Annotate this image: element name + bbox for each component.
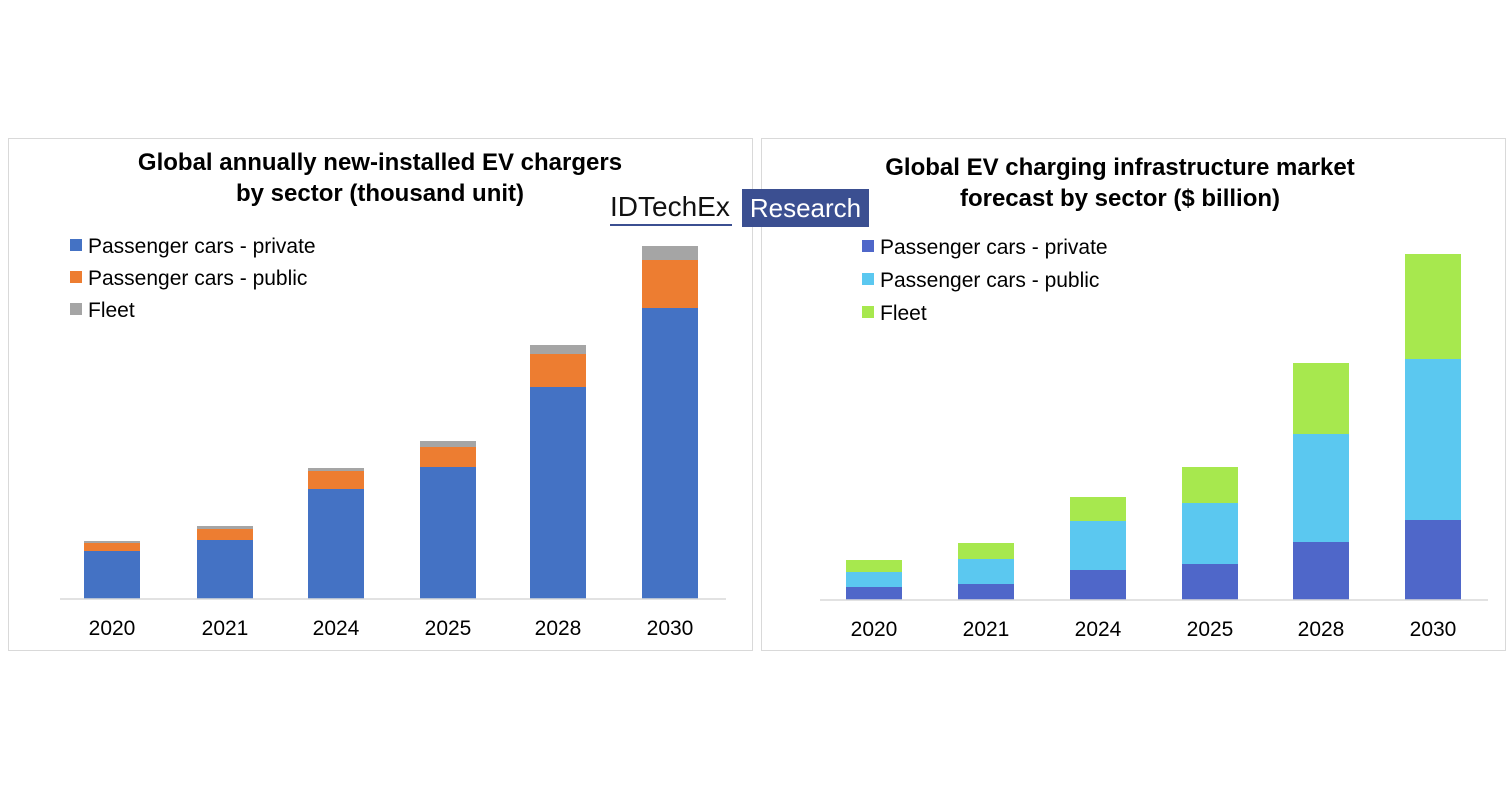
legend-label: Passenger cars - private (88, 235, 316, 258)
x-tick-label: 2030 (1410, 618, 1457, 641)
legend-label: Passenger cars - public (88, 267, 307, 290)
bar-fleet-2020 (846, 560, 902, 572)
bar-passenger-cars-private-2028 (530, 387, 586, 599)
legend-swatch (862, 240, 874, 252)
bar-passenger-cars-public-2024 (308, 471, 364, 489)
legend-label: Fleet (88, 299, 135, 322)
bar-passenger-cars-private-2020 (84, 551, 140, 599)
bar-passenger-cars-private-2024 (308, 489, 364, 599)
bar-fleet-2025 (420, 441, 476, 447)
x-tick-label: 2028 (1298, 618, 1345, 641)
bar-fleet-2021 (958, 543, 1014, 559)
bar-fleet-2030 (642, 246, 698, 260)
bar-passenger-cars-private-2025 (420, 467, 476, 599)
legend-label: Passenger cars - private (880, 236, 1108, 259)
x-tick-label: 2024 (1075, 618, 1122, 641)
bar-fleet-2024 (1070, 497, 1126, 521)
legend-swatch (70, 271, 82, 283)
legend-label: Passenger cars - public (880, 269, 1099, 292)
bar-passenger-cars-private-2021 (197, 540, 253, 599)
bar-passenger-cars-public-2020 (846, 572, 902, 587)
legend-label: Fleet (880, 302, 927, 325)
logo-tag: Research (741, 189, 870, 227)
right-chart-panel (761, 138, 1506, 651)
bar-passenger-cars-public-2021 (958, 559, 1014, 584)
bar-passenger-cars-public-2030 (642, 260, 698, 308)
bar-passenger-cars-public-2020 (84, 543, 140, 551)
bar-passenger-cars-public-2025 (420, 447, 476, 467)
bar-fleet-2030 (1405, 254, 1461, 359)
legend-swatch (70, 303, 82, 315)
bar-passenger-cars-private-2028 (1293, 542, 1349, 600)
bar-passenger-cars-private-2030 (642, 308, 698, 599)
legend-swatch (862, 306, 874, 318)
idtechex-logo: IDTechEx Research (610, 188, 870, 228)
chart-title-line: Global EV charging infrastructure market (885, 154, 1354, 181)
chart-title-line: forecast by sector ($ billion) (960, 185, 1280, 212)
x-tick-label: 2030 (647, 617, 694, 640)
bar-fleet-2028 (530, 345, 586, 354)
bar-passenger-cars-public-2030 (1405, 359, 1461, 520)
bar-fleet-2020 (84, 541, 140, 543)
bar-passenger-cars-public-2028 (530, 354, 586, 387)
x-tick-label: 2025 (425, 617, 472, 640)
bar-passenger-cars-private-2021 (958, 584, 1014, 600)
bar-passenger-cars-private-2025 (1182, 564, 1238, 600)
logo-name: IDTechEx (610, 190, 732, 226)
bar-fleet-2024 (308, 468, 364, 471)
x-tick-label: 2021 (963, 618, 1010, 641)
left-chart-panel (8, 138, 753, 651)
bar-fleet-2025 (1182, 467, 1238, 503)
legend-swatch (70, 239, 82, 251)
bar-passenger-cars-private-2030 (1405, 520, 1461, 600)
x-tick-label: 2020 (89, 617, 136, 640)
x-tick-label: 2024 (313, 617, 360, 640)
bar-passenger-cars-private-2024 (1070, 570, 1126, 600)
x-tick-label: 2025 (1187, 618, 1234, 641)
bar-passenger-cars-public-2021 (197, 529, 253, 540)
bar-passenger-cars-public-2025 (1182, 503, 1238, 564)
x-tick-label: 2021 (202, 617, 249, 640)
legend-swatch (862, 273, 874, 285)
bar-fleet-2021 (197, 526, 253, 529)
x-tick-label: 2020 (851, 618, 898, 641)
x-tick-label: 2028 (535, 617, 582, 640)
bar-passenger-cars-private-2020 (846, 587, 902, 600)
chart-title-line: by sector (thousand unit) (236, 180, 524, 207)
bar-fleet-2028 (1293, 363, 1349, 434)
bar-passenger-cars-public-2024 (1070, 521, 1126, 570)
bar-passenger-cars-public-2028 (1293, 434, 1349, 542)
chart-title-line: Global annually new-installed EV charger… (138, 149, 622, 176)
